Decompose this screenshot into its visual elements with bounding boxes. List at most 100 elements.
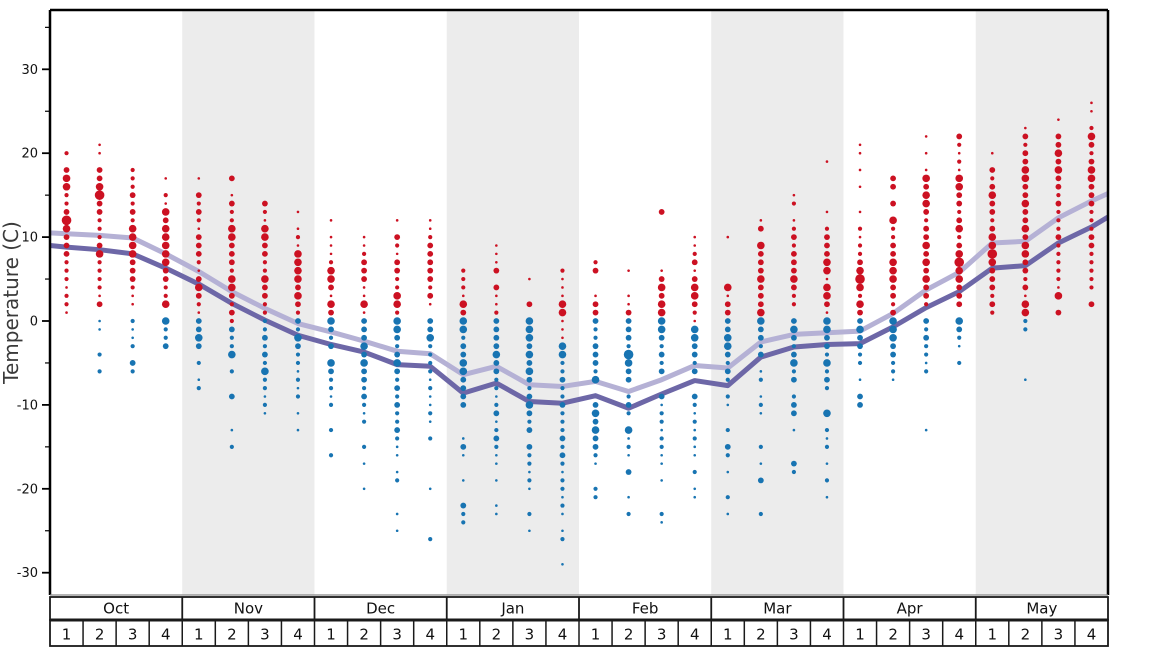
blue-temp-dot (393, 325, 401, 334)
red-temp-dot (824, 226, 830, 231)
blue-temp-dot (328, 377, 334, 382)
blue-temp-dot (824, 478, 830, 483)
blue-temp-dot (726, 403, 730, 407)
blue-temp-dot (626, 394, 631, 399)
red-temp-dot (1054, 292, 1063, 300)
red-temp-dot (1021, 174, 1030, 183)
blue-temp-dot (759, 395, 763, 398)
red-temp-dot (296, 244, 300, 247)
red-temp-dot (791, 201, 797, 206)
blue-temp-dot (361, 444, 367, 449)
red-temp-dot (957, 151, 961, 155)
red-temp-dot (197, 269, 201, 272)
red-temp-dot (262, 200, 268, 207)
blue-temp-dot (693, 445, 697, 449)
blue-temp-dot (196, 360, 201, 366)
red-temp-dot (395, 243, 400, 248)
week-label: 4 (293, 626, 303, 644)
red-temp-dot (228, 259, 235, 266)
blue-temp-dot (724, 443, 731, 450)
red-temp-dot (1089, 125, 1094, 131)
week-label: 2 (888, 626, 898, 644)
red-temp-dot (428, 302, 432, 306)
blue-temp-dot (658, 334, 665, 341)
red-temp-dot (561, 286, 564, 289)
blue-temp-dot (495, 479, 498, 482)
blue-temp-dot (460, 351, 467, 358)
red-temp-dot (957, 235, 962, 240)
blue-temp-dot (857, 402, 863, 408)
blue-temp-dot (660, 453, 663, 457)
blue-temp-dot (559, 376, 566, 383)
red-temp-dot (989, 301, 996, 308)
blue-temp-dot (823, 325, 831, 334)
red-temp-dot (228, 175, 235, 182)
blue-temp-dot (97, 369, 102, 374)
y-tick-label: 20 (21, 147, 38, 162)
blue-temp-dot (758, 402, 763, 407)
blue-temp-dot (593, 335, 598, 340)
red-temp-dot (230, 193, 234, 197)
red-temp-dot (1022, 158, 1029, 165)
month-shading-band (975, 10, 1108, 595)
blue-temp-dot (889, 325, 897, 334)
blue-temp-dot (460, 393, 467, 400)
red-temp-dot (1088, 158, 1095, 165)
red-temp-dot (62, 174, 71, 183)
blue-temp-dot (394, 402, 401, 408)
red-temp-dot (560, 268, 565, 273)
week-label: 3 (921, 626, 931, 644)
blue-temp-dot (956, 326, 963, 333)
red-temp-dot (1056, 243, 1061, 248)
blue-temp-dot (593, 453, 598, 458)
blue-temp-dot (395, 512, 399, 516)
month-label: Jan (500, 600, 524, 618)
blue-temp-dot (560, 486, 565, 491)
red-temp-dot (161, 300, 170, 309)
red-temp-dot (130, 176, 135, 181)
blue-temp-dot (460, 376, 467, 383)
red-temp-dot (96, 200, 103, 207)
red-temp-dot (923, 284, 930, 291)
blue-temp-dot (1023, 327, 1028, 332)
blue-temp-dot (593, 495, 598, 500)
red-temp-dot (97, 235, 102, 240)
blue-temp-dot (428, 369, 433, 374)
blue-temp-dot (857, 393, 863, 400)
red-temp-dot (262, 209, 268, 215)
blue-temp-dot (626, 344, 631, 349)
week-label: 1 (723, 626, 733, 644)
red-temp-dot (757, 292, 764, 299)
blue-temp-dot (791, 402, 797, 408)
red-temp-dot (296, 227, 300, 231)
red-temp-dot (95, 182, 104, 191)
blue-temp-dot (560, 419, 565, 424)
red-temp-dot (395, 219, 399, 222)
blue-temp-dot (196, 386, 201, 391)
red-temp-dot (229, 302, 234, 307)
blue-temp-dot (295, 360, 301, 366)
red-temp-dot (989, 183, 996, 190)
blue-temp-dot (526, 410, 533, 417)
blue-temp-dot (395, 377, 400, 382)
red-temp-dot (924, 218, 929, 223)
month-label: May (1026, 600, 1057, 618)
blue-temp-dot (691, 343, 698, 350)
y-tick-label: 10 (21, 231, 38, 246)
blue-temp-dot (98, 319, 101, 323)
red-temp-dot (858, 151, 862, 155)
blue-temp-dot (361, 368, 367, 375)
blue-temp-dot (427, 318, 434, 324)
red-temp-dot (890, 183, 896, 190)
red-temp-dot (528, 277, 531, 281)
red-temp-dot (229, 209, 234, 215)
blue-temp-dot (692, 360, 697, 366)
red-temp-dot (824, 234, 830, 241)
month-shading-band (446, 10, 579, 595)
blue-temp-dot (295, 343, 301, 350)
blue-temp-dot (296, 386, 300, 390)
red-temp-dot (857, 251, 863, 256)
red-temp-dot (96, 242, 103, 249)
blue-temp-dot (197, 378, 201, 382)
red-temp-dot (1088, 234, 1095, 241)
